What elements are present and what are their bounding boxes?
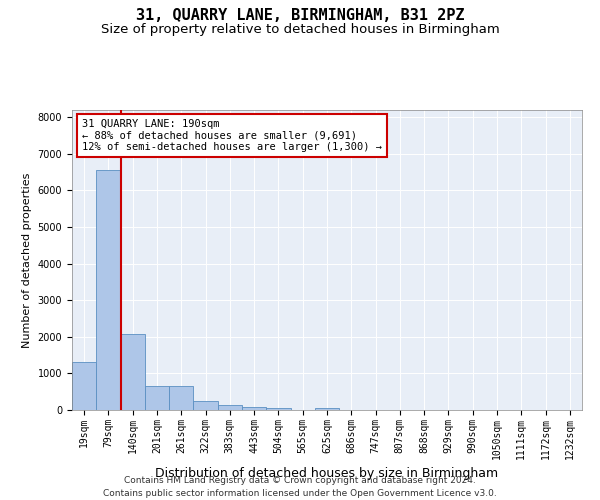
Bar [242,407,266,410]
Text: Size of property relative to detached houses in Birmingham: Size of property relative to detached ho… [101,22,499,36]
Bar [72,362,96,410]
Text: 31, QUARRY LANE, BIRMINGHAM, B31 2PZ: 31, QUARRY LANE, BIRMINGHAM, B31 2PZ [136,8,464,22]
Bar [96,170,121,410]
Bar [169,386,193,410]
X-axis label: Distribution of detached houses by size in Birmingham: Distribution of detached houses by size … [155,467,499,480]
Bar [145,386,169,410]
Bar [193,401,218,410]
Text: Contains HM Land Registry data © Crown copyright and database right 2024.
Contai: Contains HM Land Registry data © Crown c… [103,476,497,498]
Text: 31 QUARRY LANE: 190sqm
← 88% of detached houses are smaller (9,691)
12% of semi-: 31 QUARRY LANE: 190sqm ← 88% of detached… [82,119,382,152]
Y-axis label: Number of detached properties: Number of detached properties [22,172,32,348]
Bar [218,405,242,410]
Bar [266,408,290,410]
Bar [315,408,339,410]
Bar [121,334,145,410]
